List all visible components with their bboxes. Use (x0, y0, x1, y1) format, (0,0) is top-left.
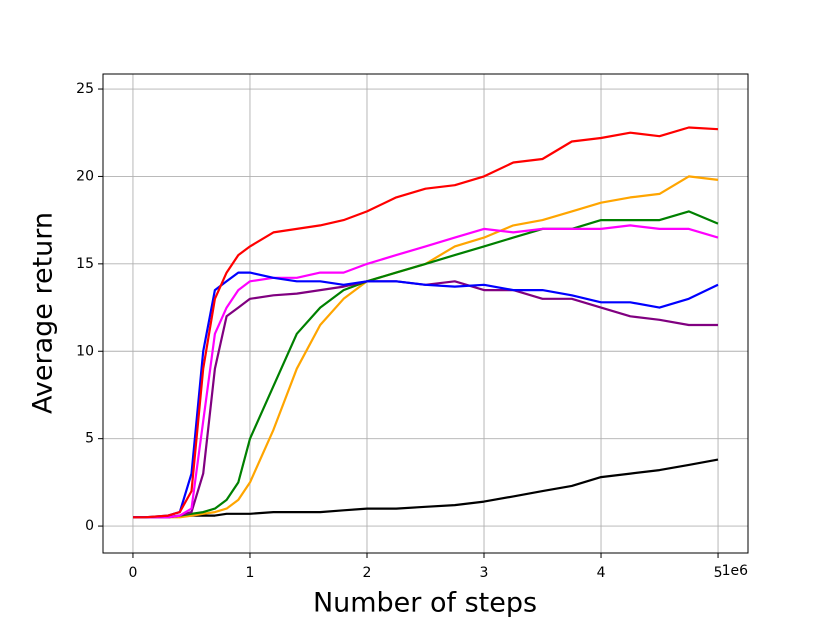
series-line (133, 126, 719, 519)
y-tick-label: 20 (76, 168, 94, 184)
series-line (133, 271, 719, 519)
y-tick-label: 25 (76, 81, 94, 97)
x-axis-label: Number of steps (313, 588, 537, 619)
x-tick-label: 3 (480, 565, 489, 581)
x-offset-label: 1e6 (722, 563, 749, 579)
x-tick-label: 1 (246, 565, 255, 581)
x-tick-label: 5 (714, 565, 723, 581)
y-tick-label: 15 (76, 256, 94, 272)
x-tick-label: 2 (363, 565, 372, 581)
plot-frame (102, 73, 749, 554)
x-tick-label: 0 (128, 565, 137, 581)
series-line (133, 210, 719, 519)
series-line (133, 280, 718, 519)
y-tick-label: 10 (76, 343, 94, 359)
y-tick-label: 0 (85, 518, 94, 534)
series-line (133, 224, 719, 519)
x-tick-label: 4 (597, 565, 606, 581)
y-axis-label: Average return (28, 212, 59, 414)
series-line (133, 175, 719, 519)
y-tick-label: 5 (85, 431, 94, 447)
